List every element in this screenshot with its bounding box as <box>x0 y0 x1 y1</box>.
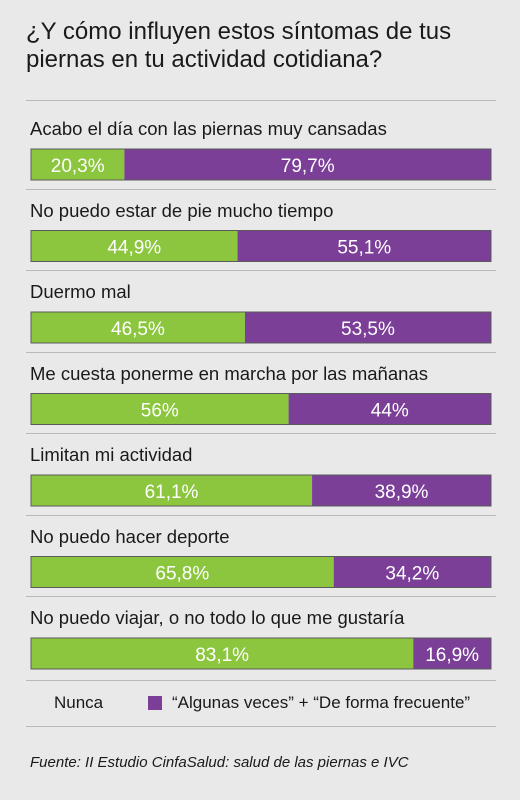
legend-label-nunca: Nunca <box>54 693 104 712</box>
data-label-frecuente: 38,9% <box>375 482 429 503</box>
bar-segment-nunca <box>31 556 334 588</box>
legend-swatch-frecuente <box>148 696 162 710</box>
bar-outline <box>30 311 492 344</box>
category-label: Duermo mal <box>30 281 131 302</box>
row-divider <box>26 351 496 353</box>
category-label: Limitan mi actividad <box>30 444 193 465</box>
bar-segment-frecuente <box>312 475 491 506</box>
title-divider <box>26 100 496 101</box>
row-divider <box>26 188 496 190</box>
data-label-nunca: 46,5% <box>111 319 165 340</box>
data-label-frecuente: 16,9% <box>425 645 479 666</box>
bar-outline <box>30 393 492 425</box>
category-label: Acabo el día con las piernas muy cansada… <box>30 118 387 139</box>
bar-segment-frecuente <box>237 230 491 262</box>
data-label-nunca: 20,3% <box>51 156 105 177</box>
bar-outline <box>30 556 492 588</box>
data-label-nunca: 83,1% <box>195 645 249 666</box>
bar-outline <box>30 230 492 262</box>
source-note: Fuente: II Estudio CinfaSalud: salud de … <box>30 754 409 771</box>
bar-segment-nunca <box>31 312 245 343</box>
data-label-nunca: 65,8% <box>155 564 209 585</box>
data-label-frecuente: 79,7% <box>281 156 335 177</box>
bar-outline <box>30 474 492 507</box>
category-label: No puedo estar de pie mucho tiempo <box>30 199 334 221</box>
category-label: Me cuesta ponerme en marcha por las maña… <box>30 362 428 384</box>
chart-title-line-2: piernas en tu actividad cotidiana? <box>26 46 383 73</box>
legend-label-frecuente: “Algunas veces” + “De forma frecuente” <box>172 693 471 712</box>
chart-legend: Nunca “Algunas veces” + “De forma frecue… <box>26 690 496 716</box>
data-label-nunca: 61,1% <box>145 482 199 503</box>
data-label-nunca: 56% <box>141 401 179 422</box>
data-label-frecuente: 53,5% <box>341 319 395 340</box>
data-label-frecuente: 44% <box>371 401 409 422</box>
bar-segment-frecuente <box>333 556 491 588</box>
bar-segment-frecuente <box>413 638 491 669</box>
data-label-frecuente: 34,2% <box>385 564 439 585</box>
bar-outline <box>30 148 492 181</box>
category-label: No puedo hacer deporte <box>30 525 230 547</box>
bar-segment-nunca <box>31 393 289 425</box>
row-divider <box>26 433 496 434</box>
legend-divider-bottom <box>26 726 496 727</box>
row-divider <box>26 596 496 597</box>
row-divider <box>26 514 496 516</box>
legend-divider-top <box>26 680 496 681</box>
bar-segment-nunca <box>31 230 238 262</box>
bar-segment-nunca <box>31 149 125 180</box>
bar-segment-frecuente <box>288 393 491 425</box>
data-label-frecuente: 55,1% <box>337 238 391 259</box>
category-label: No puedo viajar, o no todo lo que me gus… <box>30 607 405 628</box>
bar-segment-frecuente <box>244 312 491 343</box>
bar-segment-nunca <box>31 638 414 669</box>
bar-segment-nunca <box>31 475 313 506</box>
bar-outline <box>30 637 492 670</box>
data-label-nunca: 44,9% <box>107 238 161 259</box>
chart-title-line-1: ¿Y cómo influyen estos síntomas de tus <box>26 18 452 45</box>
chart-title: ¿Y cómo influyen estos síntomas de tus p… <box>26 18 496 74</box>
row-divider <box>26 270 496 271</box>
bar-segment-frecuente <box>124 149 491 180</box>
